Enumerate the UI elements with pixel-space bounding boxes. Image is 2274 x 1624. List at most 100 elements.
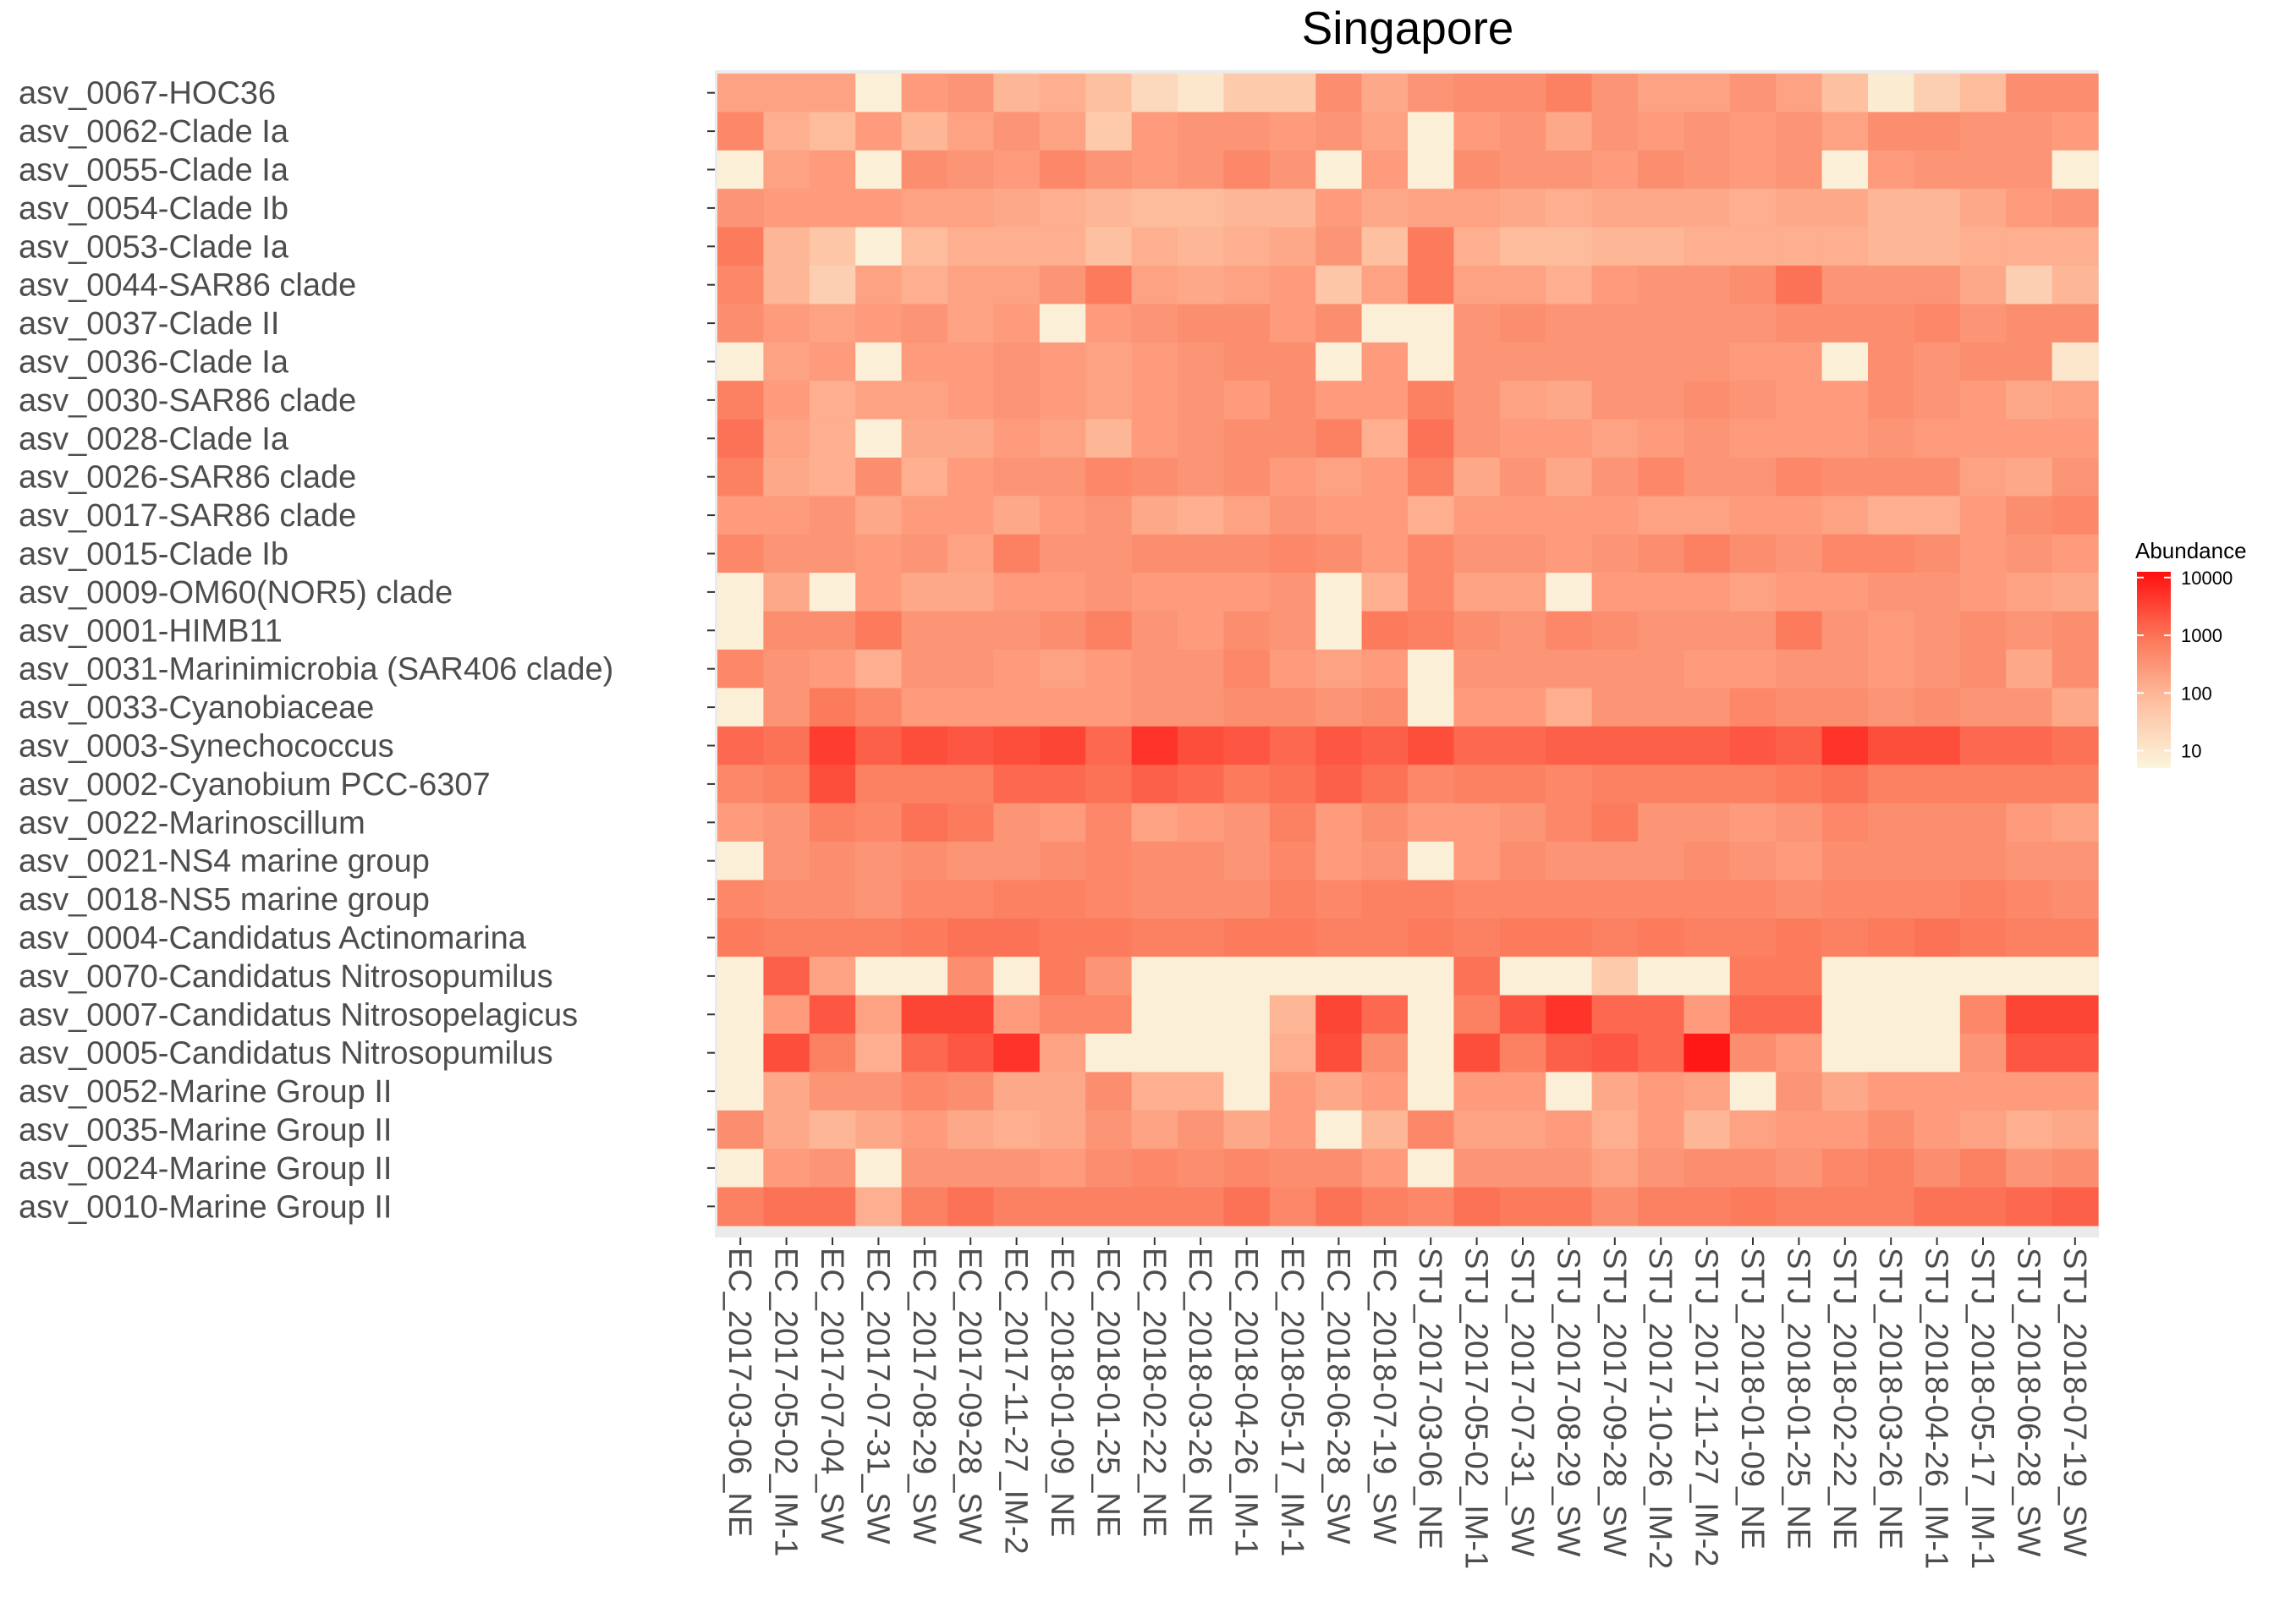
heatmap-cell	[1408, 112, 1454, 151]
heatmap-cell	[993, 304, 1041, 343]
heatmap-cell	[1638, 304, 1684, 343]
heatmap-cell	[1039, 1034, 1086, 1073]
heatmap-cell	[1499, 995, 1546, 1034]
heatmap-cell	[901, 1034, 948, 1073]
heatmap-cell	[763, 112, 810, 151]
heatmap-cell	[1821, 227, 1869, 266]
heatmap-cell	[1684, 918, 1731, 957]
heatmap-cell	[1269, 842, 1316, 881]
heatmap-cell	[1039, 726, 1086, 765]
legend-tick-label: 10000	[2181, 568, 2233, 589]
heatmap-cell	[1085, 74, 1133, 112]
heatmap-cell	[2052, 496, 2099, 535]
heatmap-cell	[1776, 1034, 1823, 1073]
heatmap-cell	[1453, 381, 1501, 420]
heatmap-cell	[717, 266, 764, 304]
heatmap-cell	[1453, 650, 1501, 689]
heatmap-cell	[1316, 995, 1363, 1034]
heatmap-cell	[1591, 573, 1639, 612]
heatmap-cell	[1776, 112, 1823, 151]
heatmap-cell	[1684, 112, 1731, 151]
heatmap-cell	[809, 573, 856, 612]
column-label: STJ_2018-06-28_SW	[2010, 1248, 2046, 1557]
heatmap-cell	[1959, 726, 2007, 765]
heatmap-cell	[1453, 1072, 1501, 1111]
heatmap-cell	[2052, 266, 2099, 304]
heatmap-cell	[1821, 534, 1869, 573]
row-label: asv_0010-Marine Group II	[19, 1189, 392, 1225]
heatmap-cell	[901, 381, 948, 420]
heatmap-cell	[763, 227, 810, 266]
heatmap-cell	[1361, 1187, 1409, 1226]
heatmap-cell	[1776, 227, 1823, 266]
heatmap-cell	[1776, 342, 1823, 381]
heatmap-cell	[763, 1072, 810, 1111]
heatmap-cell	[1361, 880, 1409, 919]
heatmap-cell	[717, 688, 764, 727]
heatmap-cell	[1453, 534, 1501, 573]
heatmap-cell	[809, 726, 856, 765]
heatmap-cell	[1223, 726, 1271, 765]
heatmap-cell	[1453, 112, 1501, 151]
heatmap-cell	[1868, 1034, 1914, 1073]
heatmap-cell	[1408, 650, 1454, 689]
heatmap-cell	[1729, 458, 1777, 497]
heatmap-cell	[1821, 726, 1869, 765]
heatmap-cell	[717, 803, 764, 842]
heatmap-cell	[1729, 266, 1777, 304]
heatmap-cell	[948, 995, 994, 1034]
heatmap-cell	[1729, 803, 1777, 842]
heatmap-cell	[1546, 918, 1593, 957]
heatmap-cell	[1868, 957, 1914, 996]
heatmap-cell	[1729, 880, 1777, 919]
heatmap-cell	[1039, 342, 1086, 381]
heatmap-cell	[948, 688, 994, 727]
heatmap-cell	[1959, 266, 2007, 304]
heatmap-cell	[1039, 842, 1086, 881]
heatmap-cell	[1546, 112, 1593, 151]
heatmap-cell	[1453, 1034, 1501, 1073]
heatmap-cell	[1361, 842, 1409, 881]
heatmap-cell	[1821, 381, 1869, 420]
row-label: asv_0024-Marine Group II	[19, 1151, 392, 1187]
heatmap-cell	[1638, 227, 1684, 266]
heatmap-cell	[901, 842, 948, 881]
heatmap-cell	[1868, 803, 1914, 842]
column-label: STJ_2017-03-06_NE	[1412, 1248, 1447, 1550]
heatmap-cell	[1499, 342, 1546, 381]
heatmap-cell	[1269, 74, 1316, 112]
column-label: EC_2018-04-26_IM-1	[1228, 1248, 1264, 1556]
heatmap-cell	[993, 765, 1041, 804]
heatmap-cell	[1868, 189, 1914, 228]
heatmap-cell	[855, 227, 903, 266]
heatmap-cell	[1959, 611, 2007, 650]
heatmap-cell	[2052, 880, 2099, 919]
heatmap-cell	[1178, 803, 1224, 842]
heatmap-cell	[1361, 726, 1409, 765]
heatmap-cell	[1638, 74, 1684, 112]
row-label: asv_0062-Clade Ia	[19, 114, 289, 150]
heatmap-cell	[1729, 1187, 1777, 1226]
heatmap-cell	[1684, 304, 1731, 343]
heatmap-cell	[1178, 227, 1224, 266]
heatmap-cell	[1085, 688, 1133, 727]
heatmap-cell	[717, 342, 764, 381]
heatmap-cell	[1729, 112, 1777, 151]
heatmap-cell	[993, 189, 1041, 228]
heatmap-cell	[901, 765, 948, 804]
heatmap-cell	[1316, 419, 1363, 458]
heatmap-cell	[1776, 688, 1823, 727]
heatmap-cell	[717, 918, 764, 957]
heatmap-cell	[1776, 611, 1823, 650]
heatmap-cell	[1546, 1149, 1593, 1188]
heatmap-cell	[1453, 266, 1501, 304]
heatmap-cell	[1178, 1187, 1224, 1226]
heatmap-cell	[1776, 266, 1823, 304]
heatmap-cell	[1178, 342, 1224, 381]
heatmap-cell	[1499, 304, 1546, 343]
heatmap-cell	[1178, 304, 1224, 343]
heatmap-cell	[1453, 918, 1501, 957]
heatmap-cell	[948, 1187, 994, 1226]
heatmap-cell	[1729, 189, 1777, 228]
heatmap-cell	[763, 534, 810, 573]
